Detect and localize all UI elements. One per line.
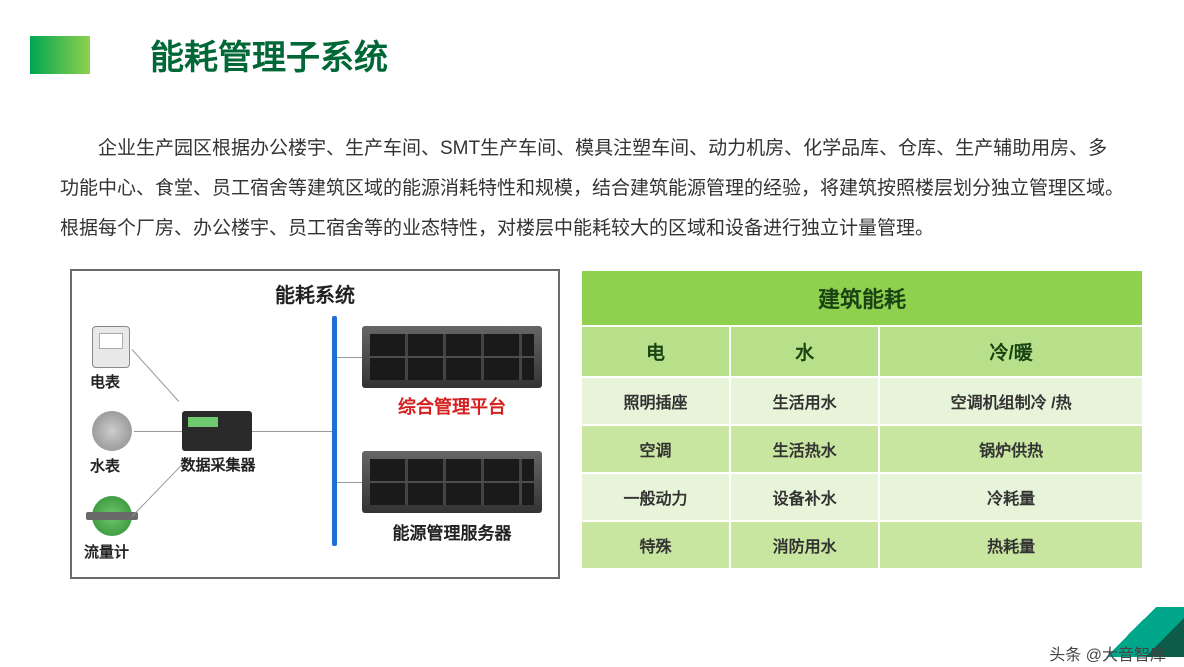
table-cell: 生活用水 xyxy=(730,377,879,425)
electric-meter-label: 电表 xyxy=(90,371,120,392)
table-cell: 锅炉供热 xyxy=(879,425,1143,473)
water-meter-label: 水表 xyxy=(90,455,120,476)
energy-table-container: 建筑能耗 电 水 冷/暖 照明插座 生活用水 空调机组制冷 /热 空调 生活热水… xyxy=(580,269,1144,579)
table-cell: 空调机组制冷 /热 xyxy=(879,377,1143,425)
system-diagram: 能耗系统 电表 水表 流量计 数据采集器 综合管理平台 能源管理服务器 xyxy=(70,269,560,579)
data-collector-label: 数据采集器 xyxy=(180,456,256,476)
energy-server-icon xyxy=(362,451,542,513)
title-accent-bar xyxy=(30,36,90,74)
table-row: 空调 生活热水 锅炉供热 xyxy=(581,425,1143,473)
electric-meter-icon xyxy=(92,326,130,368)
diagram-edge xyxy=(337,482,363,483)
diagram-edge xyxy=(337,357,363,358)
data-collector-icon xyxy=(182,411,252,451)
energy-server-label: 能源管理服务器 xyxy=(362,519,542,544)
table-cell: 生活热水 xyxy=(730,425,879,473)
platform-server-icon xyxy=(362,326,542,388)
diagram-edge xyxy=(252,431,332,432)
table-row: 照明插座 生活用水 空调机组制冷 /热 xyxy=(581,377,1143,425)
table-cell: 一般动力 xyxy=(581,473,730,521)
energy-table: 建筑能耗 电 水 冷/暖 照明插座 生活用水 空调机组制冷 /热 空调 生活热水… xyxy=(580,269,1144,570)
table-cell: 冷耗量 xyxy=(879,473,1143,521)
table-cell: 热耗量 xyxy=(879,521,1143,569)
body-paragraph: 企业生产园区根据办公楼宇、生产车间、SMT生产车间、模具注塑车间、动力机房、化学… xyxy=(0,79,1184,269)
table-row: 一般动力 设备补水 冷耗量 xyxy=(581,473,1143,521)
table-col-header: 电 xyxy=(581,326,730,377)
flow-meter-icon xyxy=(92,496,132,536)
table-cell: 照明插座 xyxy=(581,377,730,425)
diagram-bus-line xyxy=(332,316,337,546)
diagram-edge xyxy=(132,349,180,402)
page-title: 能耗管理子系统 xyxy=(150,30,388,79)
table-cell: 设备补水 xyxy=(730,473,879,521)
water-meter-icon xyxy=(92,411,132,451)
diagram-edge xyxy=(134,431,182,432)
table-cell: 空调 xyxy=(581,425,730,473)
diagram-edge xyxy=(132,464,183,516)
table-cell: 消防用水 xyxy=(730,521,879,569)
watermark-text: 头条 @大音智库 xyxy=(1049,641,1166,665)
table-col-header: 水 xyxy=(730,326,879,377)
flow-meter-label: 流量计 xyxy=(84,541,129,562)
diagram-title: 能耗系统 xyxy=(72,279,558,308)
table-col-header: 冷/暖 xyxy=(879,326,1143,377)
table-header-main: 建筑能耗 xyxy=(581,270,1143,326)
table-row: 特殊 消防用水 热耗量 xyxy=(581,521,1143,569)
platform-label: 综合管理平台 xyxy=(362,393,542,419)
table-cell: 特殊 xyxy=(581,521,730,569)
